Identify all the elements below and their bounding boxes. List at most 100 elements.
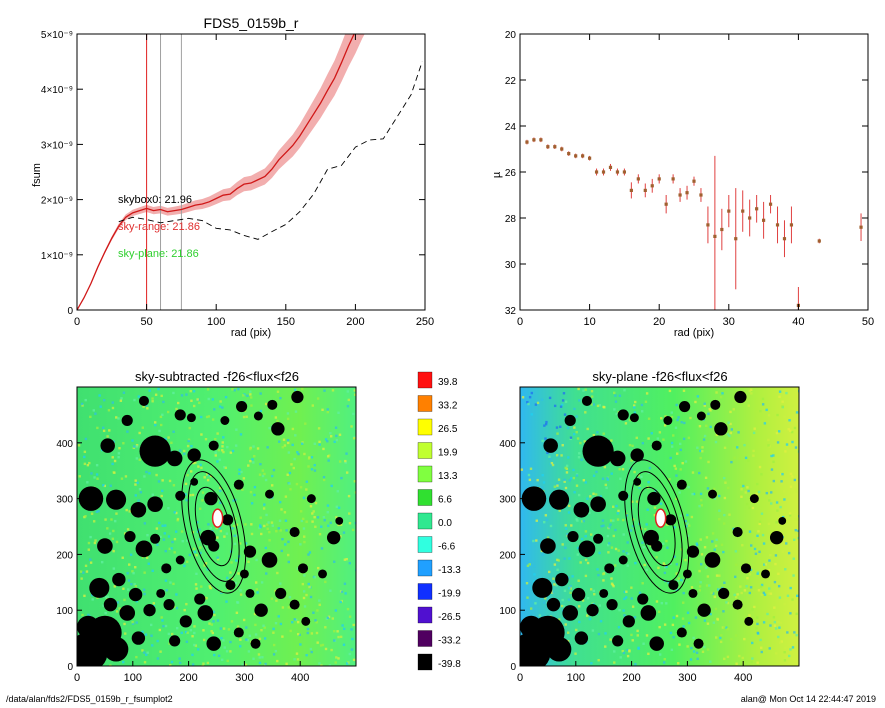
masked-source: [714, 422, 728, 436]
noise-pixel: [627, 552, 630, 556]
noise-pixel: [749, 568, 753, 572]
masked-source: [318, 569, 327, 579]
noise-pixel: [622, 609, 625, 612]
noise-pixel: [151, 493, 154, 496]
noise-pixel: [750, 388, 753, 391]
noise-pixel: [272, 653, 276, 656]
noise-pixel: [244, 542, 248, 545]
noise-pixel: [638, 486, 641, 489]
noise-pixel: [527, 473, 531, 477]
noise-pixel: [122, 391, 126, 394]
noise-pixel: [137, 395, 141, 398]
noise-pixel: [698, 585, 702, 588]
noise-pixel: [541, 473, 544, 477]
noise-pixel: [162, 625, 165, 628]
noise-pixel: [278, 519, 282, 522]
masked-source: [567, 530, 579, 543]
colorbar-swatch: [417, 512, 433, 530]
noise-pixel: [701, 450, 704, 453]
noise-pixel: [84, 514, 87, 518]
noise-pixel: [191, 653, 194, 657]
noise-pixel: [158, 429, 161, 433]
noise-pixel: [602, 432, 605, 435]
noise-pixel: [789, 485, 793, 488]
masked-source: [574, 631, 589, 645]
noise-pixel: [287, 560, 290, 564]
noise-pixel: [217, 448, 221, 452]
masked-source: [89, 577, 110, 598]
noise-pixel: [294, 388, 297, 392]
noise-pixel: [526, 596, 529, 599]
noise-pixel: [235, 523, 239, 526]
masked-source: [204, 491, 218, 506]
noise-pixel: [144, 633, 148, 636]
noise-pixel: [714, 607, 718, 611]
noise-pixel: [645, 634, 649, 637]
noise-pixel: [186, 444, 190, 448]
noise-pixel: [234, 444, 238, 447]
data-point: [539, 138, 543, 142]
noise-pixel: [313, 463, 316, 467]
noise-pixel: [245, 638, 248, 641]
noise-pixel: [154, 423, 157, 427]
colorbar-swatch: [417, 536, 433, 553]
noise-pixel: [729, 431, 733, 435]
noise-pixel: [206, 661, 210, 665]
noise-pixel: [231, 388, 234, 391]
noise-pixel: [209, 586, 213, 590]
x-tick-label: 150: [277, 316, 295, 328]
noise-pixel: [207, 523, 210, 526]
noise-pixel: [341, 624, 344, 627]
noise-pixel: [202, 629, 205, 632]
noise-pixel: [762, 591, 766, 595]
noise-pixel: [281, 635, 284, 638]
noise-pixel: [236, 625, 240, 628]
noise-pixel: [563, 589, 567, 593]
noise-pixel: [778, 390, 782, 393]
noise-pixel: [793, 426, 797, 430]
noise-pixel: [235, 428, 238, 431]
noise-pixel: [790, 491, 794, 494]
noise-pixel: [213, 408, 216, 411]
noise-pixel: [686, 534, 690, 538]
noise-pixel: [218, 526, 222, 530]
noise-pixel: [241, 488, 244, 491]
y-tick-label: 5×10⁻⁹: [41, 30, 73, 41]
noise-pixel: [584, 411, 587, 414]
data-point: [768, 202, 773, 206]
noise-pixel: [260, 532, 263, 536]
noise-pixel: [303, 574, 306, 577]
noise-pixel: [102, 484, 105, 487]
noise-pixel: [115, 610, 119, 613]
noise-pixel: [757, 589, 761, 592]
noise-pixel: [157, 480, 161, 483]
masked-source: [696, 411, 706, 421]
noise-pixel: [592, 602, 595, 606]
noise-pixel: [185, 393, 188, 396]
noise-pixel: [316, 516, 320, 519]
noise-pixel: [619, 656, 622, 659]
noise-pixel: [631, 639, 634, 642]
noise-pixel: [564, 546, 567, 550]
colorbar-label: 26.5: [438, 424, 458, 435]
noise-pixel: [720, 634, 723, 637]
noise-pixel: [151, 397, 154, 400]
masked-source: [676, 479, 687, 490]
noise-pixel: [214, 454, 217, 457]
noise-pixel: [708, 407, 711, 411]
noise-pixel: [142, 588, 146, 591]
data-point: [706, 223, 710, 227]
noise-pixel: [589, 533, 593, 536]
noise-pixel: [344, 459, 347, 463]
noise-pixel: [603, 465, 607, 469]
noise-pixel: [769, 592, 773, 595]
noise-pixel: [254, 623, 257, 627]
noise-pixel: [767, 592, 770, 595]
noise-pixel: [748, 506, 751, 510]
y-tick-label: 100: [499, 606, 516, 617]
noise-pixel: [302, 496, 306, 500]
noise-pixel: [622, 518, 625, 522]
noise-pixel: [164, 624, 168, 628]
noise-pixel: [236, 601, 240, 604]
noise-pixel: [170, 547, 173, 550]
